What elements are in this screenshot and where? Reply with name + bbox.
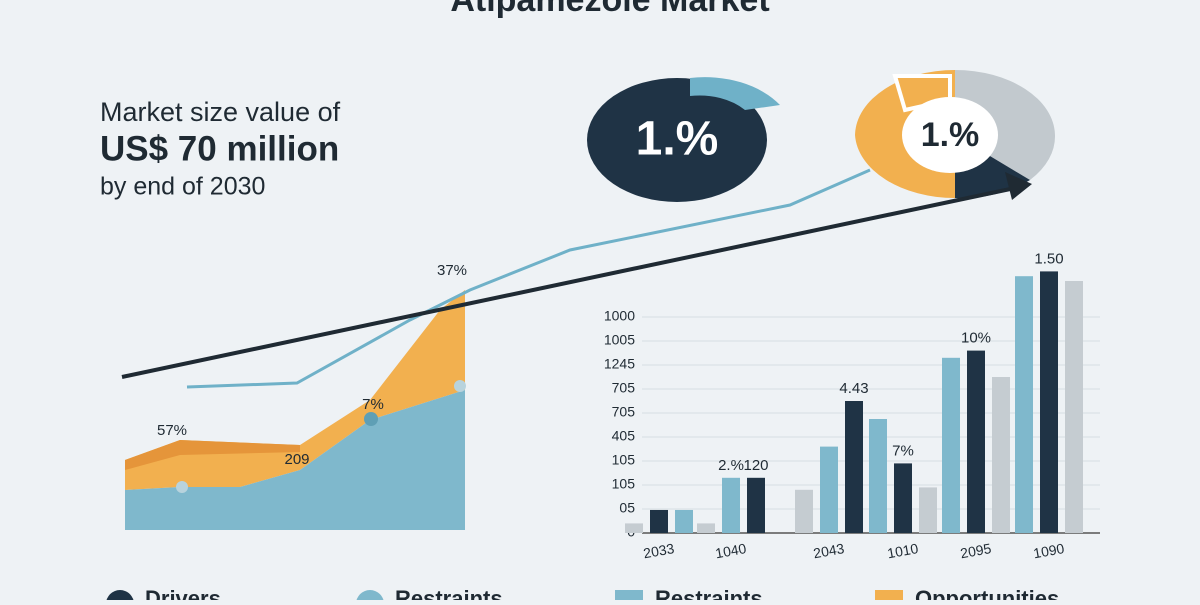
area: [125, 440, 300, 470]
x-tick-label: 2095: [959, 540, 993, 561]
area-label: 57%: [157, 422, 187, 439]
donut-label: 1.%: [636, 113, 719, 166]
y-tick-label: 05: [619, 500, 635, 516]
area-label: 209: [284, 451, 309, 468]
bar-annotation: 1.50: [1034, 250, 1063, 267]
legend-label: Opportunities: [915, 586, 1059, 600]
y-tick-label: 105: [612, 452, 636, 468]
bar-annotation: 10%: [961, 330, 991, 347]
y-tick-label: 1245: [604, 356, 635, 372]
x-tick-label: 1090: [1032, 540, 1066, 561]
y-tick-label: 1005: [604, 332, 635, 348]
bar-annotation: 2.%: [718, 457, 744, 474]
bar: [869, 419, 887, 533]
bar: [675, 509, 693, 533]
point: [176, 481, 188, 493]
headline-line1: Market size value of: [100, 97, 341, 127]
trend-line: [186, 168, 871, 389]
bar: [625, 523, 643, 533]
legend-label: Restraints: [655, 586, 763, 600]
y-tick-label: 705: [612, 380, 636, 396]
headline-line2: US$ 70 million: [100, 129, 339, 168]
donut: [587, 78, 767, 202]
bar-annotation: 120: [743, 457, 768, 474]
bar: [919, 487, 937, 533]
arrow-head: [1005, 172, 1032, 200]
x-tick-label: 2033: [642, 540, 676, 561]
bar: [1065, 281, 1083, 533]
x-tick-label: 2043: [812, 540, 846, 561]
bar: [697, 523, 715, 533]
donut-segment: [690, 77, 780, 110]
x-tick-label: 1010: [886, 540, 920, 561]
x-tick-label: 1040: [714, 540, 748, 561]
title: Atipamezole Market: [450, 0, 769, 19]
bar: [747, 477, 765, 533]
bar: [650, 509, 668, 533]
bar: [845, 401, 863, 533]
bar-annotation: 4.43: [839, 380, 868, 397]
legend-label: Restraints: [395, 586, 503, 600]
donut-label: 1.%: [921, 116, 980, 154]
donut-segment: [955, 70, 1056, 180]
bar: [1040, 271, 1058, 533]
point: [454, 380, 466, 392]
trend-arrow: [121, 186, 1016, 379]
bar: [992, 377, 1010, 533]
area-label: 37%: [437, 262, 467, 279]
bar: [967, 350, 985, 533]
bar: [1015, 276, 1033, 533]
bar: [942, 357, 960, 533]
area-label: 7%: [362, 396, 384, 413]
y-tick-label: 1000: [604, 308, 635, 324]
bar: [894, 463, 912, 533]
y-tick-label: 105: [612, 476, 636, 492]
legend-swatch: [875, 590, 903, 605]
area: [125, 390, 465, 530]
y-tick-label: 705: [612, 404, 636, 420]
bar: [722, 477, 740, 533]
point: [364, 412, 378, 426]
legend-swatch: [615, 590, 643, 605]
donut-hole: [902, 97, 998, 173]
legend-label: Drivers: [145, 586, 221, 600]
headline-line3: by end of 2030: [100, 173, 265, 201]
bar-annotation: 7%: [892, 442, 914, 459]
bar: [795, 489, 813, 533]
y-tick-label: 405: [612, 428, 636, 444]
bar: [820, 446, 838, 533]
